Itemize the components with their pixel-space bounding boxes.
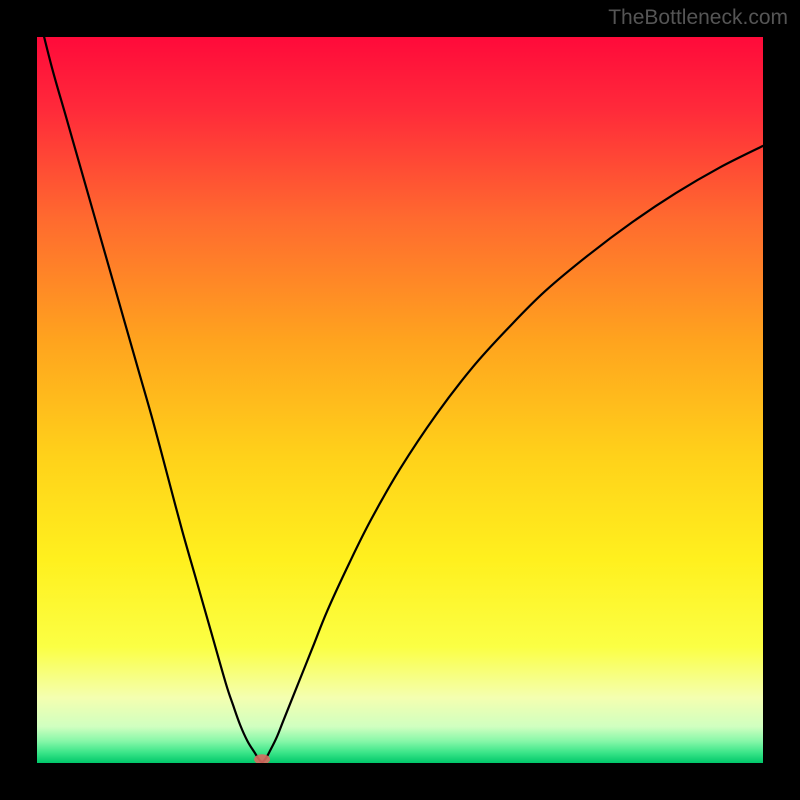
curve-layer (37, 37, 763, 763)
watermark-text: TheBottleneck.com (608, 6, 788, 30)
chart-frame: TheBottleneck.com (0, 0, 800, 800)
curve-right-branch (262, 146, 763, 763)
plot-area (37, 37, 763, 763)
curve-left-branch (37, 37, 262, 763)
plot-outer (0, 0, 800, 800)
